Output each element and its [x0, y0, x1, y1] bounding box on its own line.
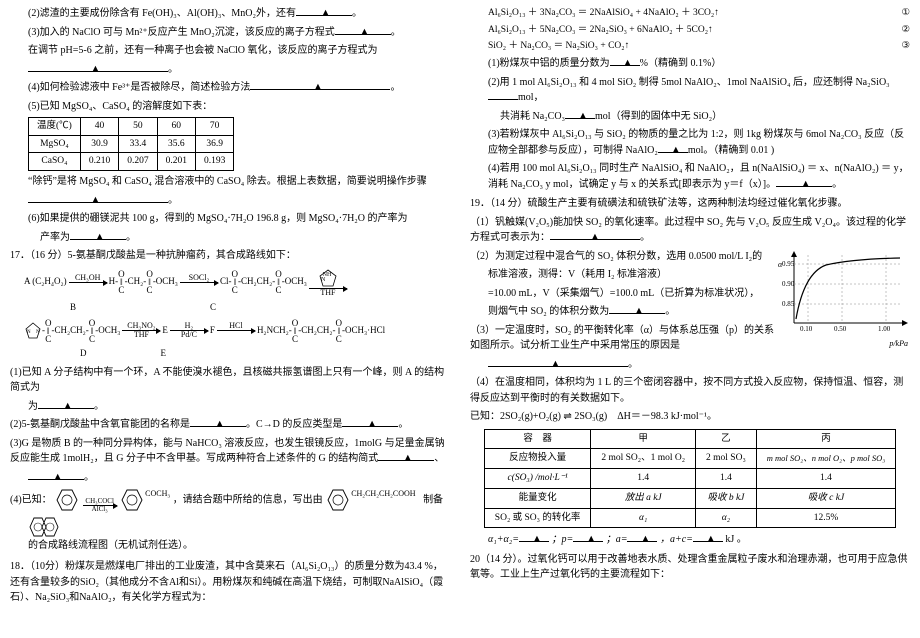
- eq1: Al₆Si₂O₁₃ ＋ 3Na₂CO₃ ＝ 2NaAlSiO₄ + 4NaAlO…: [470, 6, 910, 21]
- q18: 18．（10分）粉煤灰是燃煤电厂排出的工业废渣，其中含莫来石（Al₆Si₂O₁₃…: [10, 559, 450, 606]
- q17-2: (2)5-氨基酮戊酸盐中含氧官能团的名称是。C→D 的反应类型是。: [10, 417, 450, 433]
- q17-3: (3)G 是物质 B 的一种同分异构体，能与 NaHCO₃ 溶液反应，也发生银镜…: [10, 436, 450, 467]
- equilibrium-table: 容 器甲乙丙 反应物投入量2 mol SO₂、1 mol O₂2 mol SO₃…: [484, 429, 896, 529]
- solubility-table: 温度(℃)40506070 MgSO₄30.933.435.636.9 CaSO…: [28, 117, 234, 171]
- right-column: Al₆Si₂O₁₃ ＋ 3Na₂CO₃ ＝ 2NaAlSiO₄ + 4NaAlO…: [460, 0, 920, 638]
- r2: (2)用 1 mol Al₆Si₂O₁₃ 和 4 mol SiO₂ 制得 5mo…: [470, 75, 910, 106]
- q16-3: (3)加入的 NaClO 可与 Mn²⁺反应产生 MnO₂沉淀，该反应的离子方程…: [10, 25, 450, 41]
- svg-text:N: N: [27, 330, 31, 335]
- q17-1: (1)已知 A 分子结构中有一个环，A 不能使溴水褪色，且核磁共振氢谱图上只有一…: [10, 365, 450, 396]
- known: 已知：2SO₂(g)+O₂(g) ⇌ 2SO₃(g) ΔH＝－98.3 kJ·m…: [470, 409, 910, 425]
- svg-text:N: N: [321, 277, 326, 283]
- alpha-p-graph: 0.95 0.90 0.85 0.10 0.50 1.00 p/kPa α: [782, 251, 910, 363]
- svg-text:0.85: 0.85: [782, 300, 795, 308]
- scheme-row-1: A (C₂H₄O₂) CH₃OH H-O‖C-CH₂-O‖C-OCH₃ SOCl…: [24, 268, 450, 297]
- fill-answers: α₁+α₂= ；p= ；a= ，a+c= kJ 。: [470, 532, 910, 548]
- eq3: SiO₂ ＋ Na₂CO₃ ＝ Na₂SiO₃ + CO₂↑③: [470, 39, 910, 54]
- q17-1b: 为。: [10, 399, 450, 415]
- q20: 20（14 分）。过氧化钙可以用于改善地表水质、处理含重金属粒子废水和治理赤潮，…: [470, 552, 910, 583]
- scheme-D-label: DE: [80, 347, 450, 361]
- scheme-row-2: NN-O‖C-CH₂CH₂-O‖C-OCH₃ CH₃NO₂THF E H₂Pd/…: [24, 319, 450, 343]
- q16-5b: “除钙”是将 MgSO₄ 和 CaSO₄ 混合溶液中的 CaSO₄ 除去。根据上…: [10, 174, 450, 190]
- r2c: 共消耗 Na₂CO₃mol（得到的固体中无 SiO₂）: [470, 109, 910, 125]
- scheme-B-label: BC: [70, 301, 450, 315]
- q16-5c: 。: [10, 193, 450, 209]
- r1: (1)粉煤灰中铝的质量分数为%（精确到 0.1%）: [470, 56, 910, 72]
- left-column: (2)滤渣的主要成份除含有 Fe(OH)₃、Al(OH)₃、MnO₂外，还有。 …: [0, 0, 460, 638]
- q16-2: (2)滤渣的主要成份除含有 Fe(OH)₃、Al(OH)₃、MnO₂外，还有。: [10, 6, 450, 22]
- q16-4: (4)如何检验滤液中 Fe³⁺是否被除尽，简述检验方法。: [10, 80, 450, 96]
- svg-text:0.90: 0.90: [782, 280, 795, 288]
- q19-1: （1）钒触媒(V₂O₅)能加快 SO₂ 的氧化速率。此过程中 SO₂ 先与 V₂…: [470, 215, 910, 246]
- svg-text:1.00: 1.00: [878, 325, 891, 333]
- q17-3b: 。: [10, 470, 450, 486]
- q17: 17．（16 分）5-氨基酮戊酸盐是一种抗肿瘤药，其合成路线如下：: [10, 248, 450, 264]
- svg-text:0.50: 0.50: [834, 325, 847, 333]
- svg-text:0.10: 0.10: [800, 325, 813, 333]
- q16-6b: 产率为。: [10, 230, 450, 246]
- q17-4d: 的合成路线流程图（无机试剂任选）。: [10, 516, 450, 554]
- q16-3b: 在调节 pH=5-6 之前，还有一种离子也会被 NaClO 氧化，该反应的离子方…: [10, 43, 450, 59]
- q19-4: （4）在温度相同，体积均为 1 L 的三个密闭容器中，按不同方式投入反应物，保持…: [470, 375, 910, 406]
- eq2: Al₆Si₂O₁₃ ＋ 5Na₂CO₃ ＝ 2Na₂SiO₃ + 6NaAlO₂…: [470, 23, 910, 38]
- q17-4: (4)已知： CH₃COClAlCl₃ COCH₃ ，请结合题中所给的信息，写出…: [10, 488, 450, 512]
- q16-6: (6)如果提供的硼镁泥共 100 g，得到的 MgSO₄·7H₂O 196.8 …: [10, 211, 450, 227]
- q16-3c: 。: [10, 62, 450, 78]
- q16-5: (5)已知 MgSO₄、CaSO₄ 的溶解度如下表：: [10, 99, 450, 115]
- svg-text:N: N: [36, 330, 40, 335]
- r3: (3)若粉煤灰中 Al₆Si₂O₁₃ 与 SiO₂ 的物质的量之比为 1:2，则…: [470, 127, 910, 158]
- r4: (4)若用 100 mol Al₆Si₂O₁₃ 同时生产 NaAlSiO₄ 和 …: [470, 161, 910, 192]
- q19: 19．（14 分）硫酸生产主要有硫磺法和硫铁矿法等，这两种制法均经过催化氧化步骤…: [470, 196, 910, 212]
